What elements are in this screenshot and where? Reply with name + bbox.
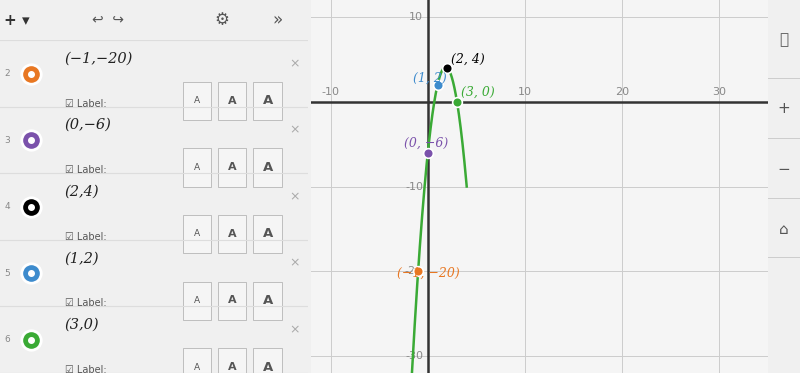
Text: A: A (228, 162, 237, 172)
Text: −: − (778, 162, 790, 177)
Text: (−1, −20): (−1, −20) (397, 267, 459, 280)
Text: 2: 2 (5, 69, 10, 78)
Text: (1, 2): (1, 2) (414, 72, 447, 85)
Text: 6: 6 (5, 335, 10, 344)
FancyBboxPatch shape (254, 348, 282, 373)
Text: A: A (194, 163, 200, 172)
Text: ×: × (289, 190, 299, 203)
Text: ⚙: ⚙ (214, 11, 229, 29)
Text: A: A (263, 294, 273, 307)
Text: ×: × (289, 323, 299, 336)
FancyBboxPatch shape (254, 82, 282, 120)
Text: A: A (263, 361, 273, 373)
FancyBboxPatch shape (218, 282, 246, 320)
Text: A: A (194, 296, 200, 305)
FancyBboxPatch shape (182, 215, 211, 253)
Text: 5: 5 (5, 269, 10, 278)
Text: -30: -30 (405, 351, 423, 361)
FancyBboxPatch shape (218, 148, 246, 186)
Text: (−1,−20): (−1,−20) (65, 51, 133, 66)
Text: 30: 30 (713, 88, 726, 97)
Text: ☑ Label:: ☑ Label: (65, 232, 106, 242)
FancyBboxPatch shape (182, 348, 211, 373)
FancyBboxPatch shape (218, 215, 246, 253)
Text: 10: 10 (518, 88, 532, 97)
Text: A: A (228, 362, 237, 372)
Text: 🔧: 🔧 (779, 32, 789, 47)
FancyBboxPatch shape (218, 348, 246, 373)
FancyBboxPatch shape (218, 82, 246, 120)
Text: A: A (263, 161, 273, 174)
Text: 20: 20 (615, 88, 630, 97)
Text: +: + (778, 101, 790, 116)
Text: ☑ Label:: ☑ Label: (65, 98, 106, 109)
Text: (2,4): (2,4) (65, 185, 99, 199)
FancyBboxPatch shape (182, 282, 211, 320)
Text: A: A (194, 229, 200, 238)
Text: (3,0): (3,0) (65, 318, 99, 332)
Text: + ▾: + ▾ (4, 13, 30, 28)
FancyBboxPatch shape (254, 215, 282, 253)
Text: A: A (228, 295, 237, 305)
Text: ×: × (289, 257, 299, 270)
Text: ☑ Label:: ☑ Label: (65, 165, 106, 175)
Text: A: A (194, 96, 200, 105)
FancyBboxPatch shape (254, 282, 282, 320)
FancyBboxPatch shape (182, 148, 211, 186)
Text: ☑ Label:: ☑ Label: (65, 365, 106, 373)
Text: 10: 10 (409, 12, 423, 22)
Text: 4: 4 (5, 202, 10, 211)
Text: -20: -20 (405, 266, 423, 276)
Text: ☑ Label:: ☑ Label: (65, 298, 106, 308)
Text: (3, 0): (3, 0) (461, 86, 494, 99)
Text: -10: -10 (322, 88, 340, 97)
Text: ⌂: ⌂ (779, 222, 789, 237)
Text: »: » (272, 11, 282, 29)
Text: -10: -10 (405, 182, 423, 191)
Text: A: A (263, 94, 273, 107)
Text: ↩  ↪: ↩ ↪ (92, 13, 124, 27)
Text: (1,2): (1,2) (65, 251, 99, 265)
Text: (0, −6): (0, −6) (403, 137, 448, 150)
FancyBboxPatch shape (182, 82, 211, 120)
Text: A: A (228, 96, 237, 106)
Text: 3: 3 (5, 136, 10, 145)
Text: ×: × (289, 57, 299, 70)
Text: (0,−6): (0,−6) (65, 118, 111, 132)
Text: A: A (228, 229, 237, 239)
Text: A: A (194, 363, 200, 372)
Text: A: A (263, 228, 273, 241)
FancyBboxPatch shape (254, 148, 282, 186)
Text: ×: × (289, 123, 299, 137)
Text: (2, 4): (2, 4) (451, 52, 485, 65)
